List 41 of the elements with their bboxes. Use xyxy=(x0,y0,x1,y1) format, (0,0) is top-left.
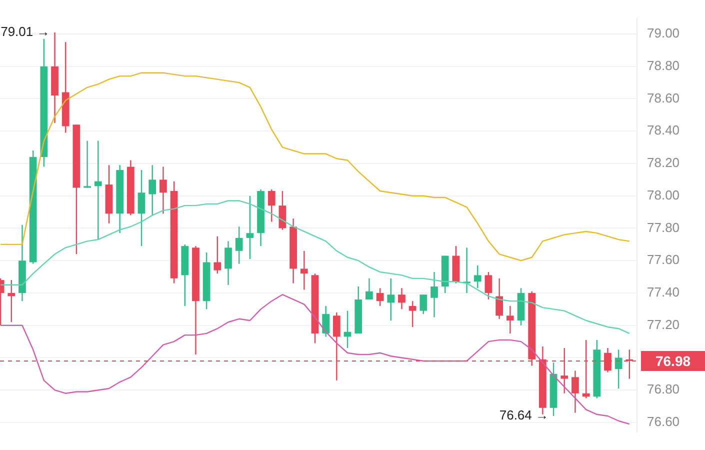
y-tick-label: 77.80 xyxy=(647,220,680,235)
candlestick xyxy=(430,271,438,318)
candlestick xyxy=(246,195,254,260)
candlestick xyxy=(366,278,373,300)
candlestick xyxy=(94,140,102,240)
annotation: 76.64 → xyxy=(499,408,549,423)
candlestick xyxy=(408,300,416,328)
candlestick xyxy=(224,240,232,286)
candlestick xyxy=(159,166,167,214)
ref-line-label: 76.98 xyxy=(655,352,691,369)
candlestick xyxy=(614,349,622,390)
candlestick xyxy=(572,370,579,414)
y-tick-label: 78.60 xyxy=(647,90,680,106)
candlestick xyxy=(148,164,156,216)
candlestick xyxy=(268,188,276,222)
candlestick xyxy=(484,271,492,300)
candlestick xyxy=(474,264,482,289)
candlestick xyxy=(300,250,308,290)
y-tick-label: 77.40 xyxy=(647,284,680,300)
y-tick-label: 77.20 xyxy=(647,316,680,332)
y-tick-label: 78.80 xyxy=(647,58,680,73)
candlestick xyxy=(496,278,503,320)
y-tick-label: 78.40 xyxy=(647,122,680,138)
candlestick xyxy=(214,236,222,274)
y-tick-label: 76.80 xyxy=(647,382,680,397)
y-tick-label: 77.60 xyxy=(647,252,680,268)
annotation: 79.01 → xyxy=(0,24,50,39)
y-tick-label: 79.00 xyxy=(647,26,680,41)
candlestick xyxy=(420,294,428,315)
y-tick-label: 78.00 xyxy=(647,187,680,202)
candlestick xyxy=(138,169,146,247)
y-tick-label: 78.20 xyxy=(647,155,680,170)
candlestick xyxy=(398,288,406,310)
candlestick xyxy=(506,305,514,334)
y-tick-label: 76.60 xyxy=(647,414,680,430)
candlestick xyxy=(8,279,16,323)
candlestick xyxy=(322,305,330,338)
candlestick xyxy=(84,140,91,188)
candlestick xyxy=(235,226,243,264)
candlestick xyxy=(387,278,395,322)
candlestick xyxy=(376,288,384,307)
